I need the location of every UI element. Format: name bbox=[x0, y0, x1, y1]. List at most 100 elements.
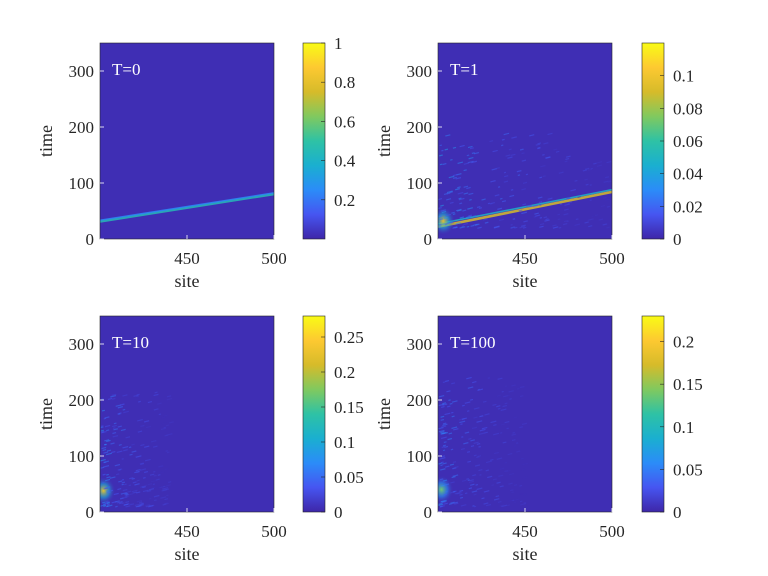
speckle bbox=[454, 502, 459, 505]
speckle bbox=[477, 455, 482, 458]
speckle bbox=[132, 481, 137, 484]
speckle bbox=[102, 501, 106, 504]
speckle bbox=[442, 444, 447, 447]
speckle bbox=[499, 485, 504, 488]
speckle bbox=[135, 468, 141, 472]
speckle bbox=[493, 498, 500, 501]
speckle bbox=[164, 468, 169, 471]
speckle bbox=[130, 503, 135, 506]
speckle bbox=[153, 474, 157, 477]
speckle bbox=[468, 437, 472, 440]
colorbar-tick-label: 0.04 bbox=[673, 165, 703, 184]
speckle bbox=[124, 483, 127, 486]
speckle bbox=[124, 494, 128, 497]
speckle bbox=[473, 454, 477, 457]
speckle bbox=[440, 418, 445, 421]
speckle bbox=[478, 432, 485, 435]
speckle bbox=[539, 223, 545, 226]
speckle bbox=[153, 393, 159, 397]
speckle bbox=[552, 226, 559, 229]
speckle bbox=[510, 224, 513, 226]
speckle bbox=[113, 492, 119, 496]
speckle bbox=[140, 443, 145, 447]
speckle bbox=[106, 490, 110, 492]
colorbar-tick-label: 0.15 bbox=[673, 375, 703, 394]
colorbar-tick-label: 0 bbox=[334, 503, 343, 522]
speckle bbox=[467, 460, 472, 463]
speckle bbox=[508, 499, 513, 502]
speckle bbox=[445, 213, 451, 217]
speckle bbox=[450, 448, 454, 451]
speckle bbox=[110, 489, 114, 492]
speckle bbox=[479, 428, 486, 432]
speckle bbox=[491, 484, 495, 487]
speckle bbox=[452, 173, 459, 177]
speckle bbox=[445, 490, 448, 493]
speckle bbox=[505, 469, 511, 473]
speckle bbox=[441, 405, 445, 408]
speckle bbox=[574, 223, 581, 226]
speckle bbox=[158, 465, 164, 468]
speckle bbox=[103, 451, 109, 454]
speckle bbox=[467, 479, 471, 482]
speckle bbox=[121, 483, 124, 486]
speckle bbox=[477, 226, 482, 229]
speckle bbox=[584, 178, 588, 181]
speckle bbox=[444, 445, 449, 448]
speckle bbox=[100, 429, 104, 432]
speckle bbox=[142, 476, 146, 479]
speckle bbox=[118, 480, 123, 483]
speckle bbox=[493, 424, 497, 427]
speckle bbox=[154, 391, 158, 394]
speckle bbox=[473, 505, 477, 508]
speckle bbox=[496, 457, 503, 460]
speckle bbox=[468, 214, 473, 217]
speckle bbox=[153, 499, 157, 502]
speckle bbox=[503, 180, 509, 183]
speckle bbox=[519, 148, 524, 151]
speckle bbox=[502, 404, 508, 408]
speckle bbox=[454, 466, 459, 469]
speckle bbox=[591, 215, 594, 218]
speckle bbox=[443, 502, 448, 505]
speckle bbox=[440, 484, 445, 487]
speckle bbox=[145, 503, 151, 507]
speckle bbox=[565, 157, 570, 161]
y-tick-label: 300 bbox=[69, 335, 95, 354]
speckle bbox=[522, 462, 529, 466]
x-tick-label: 500 bbox=[261, 522, 287, 541]
speckle bbox=[129, 453, 133, 456]
speckle bbox=[139, 468, 147, 471]
x-axis-label: site bbox=[513, 544, 538, 564]
speckle bbox=[461, 417, 467, 420]
speckle bbox=[500, 408, 507, 412]
speckle bbox=[111, 451, 116, 454]
x-axis-label: site bbox=[175, 271, 200, 291]
speckle bbox=[452, 213, 456, 215]
speckle bbox=[494, 194, 500, 197]
wavefront-line bbox=[438, 190, 612, 228]
speckle bbox=[162, 503, 167, 506]
speckle bbox=[603, 196, 607, 199]
speckle bbox=[438, 206, 442, 210]
y-tick-label: 200 bbox=[69, 391, 95, 410]
speckle bbox=[442, 422, 447, 425]
speckle bbox=[484, 431, 488, 434]
speckle bbox=[100, 504, 106, 507]
speckle bbox=[161, 422, 167, 425]
speckle bbox=[564, 208, 569, 211]
speckle bbox=[499, 467, 505, 470]
speckle bbox=[501, 138, 505, 141]
speckle bbox=[438, 226, 441, 228]
speckle bbox=[584, 221, 589, 224]
speckle bbox=[607, 180, 612, 183]
y-tick-label: 100 bbox=[69, 447, 95, 466]
speckle bbox=[513, 498, 520, 501]
speckle bbox=[471, 160, 477, 164]
speckle bbox=[449, 402, 453, 405]
panel-2: 450 500 0 100 200 300 site time T=1 0 0.02 0.04 0.06… bbox=[374, 42, 703, 291]
speckle bbox=[510, 153, 516, 157]
wavefront-line bbox=[100, 193, 274, 223]
speckle bbox=[438, 429, 445, 433]
colorbar-tick-label: 0.06 bbox=[673, 132, 703, 151]
